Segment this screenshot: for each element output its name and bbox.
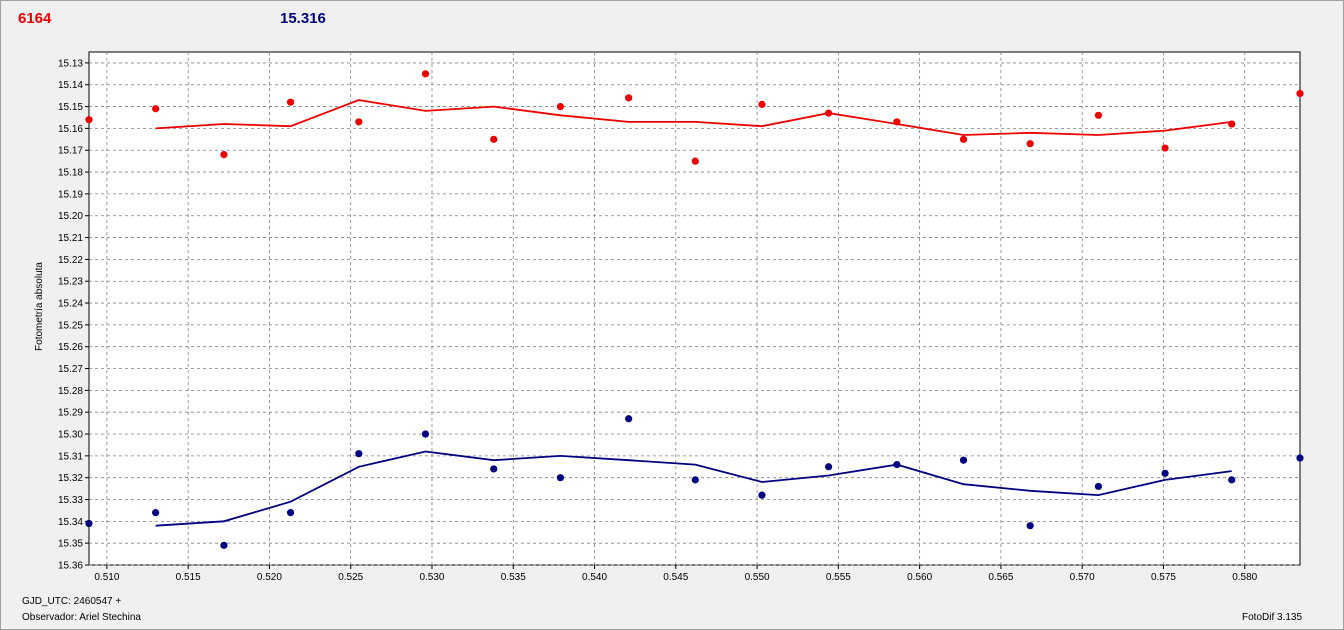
series-0-point xyxy=(893,118,901,126)
y-tick-label: 15.22 xyxy=(58,255,83,266)
series-1-point xyxy=(152,509,160,517)
series-1-point xyxy=(421,430,430,438)
series-1-point xyxy=(1228,476,1236,484)
series-0-point xyxy=(286,98,295,106)
x-tick-label: 0.525 xyxy=(338,572,363,583)
y-tick-label: 15.30 xyxy=(58,430,83,441)
series-1-point xyxy=(959,456,968,464)
x-tick-label: 0.555 xyxy=(826,572,851,583)
series-0-point xyxy=(85,116,93,124)
series-0-point xyxy=(691,157,699,165)
series-1-point xyxy=(1094,482,1103,491)
y-tick-label: 15.32 xyxy=(58,473,83,484)
y-tick-label: 15.36 xyxy=(58,561,83,572)
series-1-point xyxy=(556,474,564,482)
series-0-point xyxy=(421,70,430,78)
series-1-point xyxy=(691,476,699,484)
series-1-point xyxy=(1026,522,1034,530)
header-right-value: 15.316 xyxy=(280,10,326,27)
series-1-point xyxy=(758,491,766,499)
series-0-point xyxy=(825,109,833,117)
y-tick-label: 15.16 xyxy=(58,124,83,135)
series-0-point xyxy=(625,94,633,102)
y-tick-label: 15.15 xyxy=(58,102,83,113)
series-1-point xyxy=(355,450,363,458)
y-tick-label: 15.35 xyxy=(58,539,83,550)
y-tick-label: 15.26 xyxy=(58,342,83,353)
x-tick-label: 0.575 xyxy=(1151,572,1176,583)
y-tick-label: 15.27 xyxy=(58,364,83,375)
y-tick-label: 15.20 xyxy=(58,211,83,222)
series-0-point xyxy=(355,118,363,126)
x-tick-label: 0.560 xyxy=(907,572,932,583)
y-tick-label: 15.24 xyxy=(58,299,83,310)
series-1-point xyxy=(286,509,295,517)
series-0-point xyxy=(1296,89,1304,98)
series-1-point xyxy=(893,460,901,469)
series-1-point xyxy=(1161,469,1169,477)
x-tick-label: 0.510 xyxy=(94,572,119,583)
y-tick-label: 15.21 xyxy=(58,233,83,244)
x-tick-label: 0.550 xyxy=(745,572,770,583)
x-tick-label: 0.520 xyxy=(257,572,282,583)
series-1-point xyxy=(490,465,498,473)
y-axis-label: Fotometría absoluta xyxy=(34,262,45,351)
y-tick-label: 15.23 xyxy=(58,277,83,288)
y-tick-label: 15.14 xyxy=(58,80,83,91)
header-left-value: 6164 xyxy=(18,10,52,27)
series-0-point xyxy=(1026,140,1034,148)
gjd-label: GJD_UTC: 2460547 + xyxy=(22,596,122,607)
series-0-point xyxy=(959,135,968,143)
series-1-point xyxy=(220,541,228,549)
series-1-trend-line xyxy=(155,450,1232,527)
x-tick-label: 0.535 xyxy=(501,572,526,583)
series-0-point xyxy=(1094,111,1103,119)
series-1-point xyxy=(625,415,633,423)
y-tick-label: 15.28 xyxy=(58,386,83,397)
y-tick-label: 15.29 xyxy=(58,408,83,419)
x-tick-label: 0.545 xyxy=(663,572,688,583)
series-0-point xyxy=(220,151,228,159)
x-tick-label: 0.580 xyxy=(1232,572,1257,583)
y-tick-label: 15.13 xyxy=(58,58,83,69)
series-1-point xyxy=(85,519,93,528)
series-0-point xyxy=(490,135,498,143)
y-tick-label: 15.19 xyxy=(58,189,83,200)
y-tick-label: 15.34 xyxy=(58,517,83,528)
x-tick-label: 0.530 xyxy=(419,572,444,583)
y-tick-label: 15.31 xyxy=(58,451,83,462)
series-1-point xyxy=(825,463,833,471)
x-tick-label: 0.540 xyxy=(582,572,607,583)
series-0-point xyxy=(1228,120,1236,128)
plot-area xyxy=(88,51,1301,566)
y-tick-label: 15.17 xyxy=(58,146,83,157)
y-tick-label: 15.18 xyxy=(58,168,83,179)
series-0-trend-line xyxy=(155,99,1232,136)
x-tick-label: 0.570 xyxy=(1070,572,1095,583)
y-tick-label: 15.25 xyxy=(58,320,83,331)
observer-label: Observador: Ariel Stechina xyxy=(22,612,141,623)
series-0-point xyxy=(758,100,766,108)
x-tick-label: 0.565 xyxy=(988,572,1013,583)
series-0-point xyxy=(152,105,160,113)
x-tick-label: 0.515 xyxy=(176,572,201,583)
y-tick-label: 15.33 xyxy=(58,495,83,506)
series-0-point xyxy=(1161,144,1169,152)
version-label: FotoDif 3.135 xyxy=(1242,612,1303,623)
series-0-point xyxy=(556,102,564,111)
series-1-point xyxy=(1296,454,1304,462)
